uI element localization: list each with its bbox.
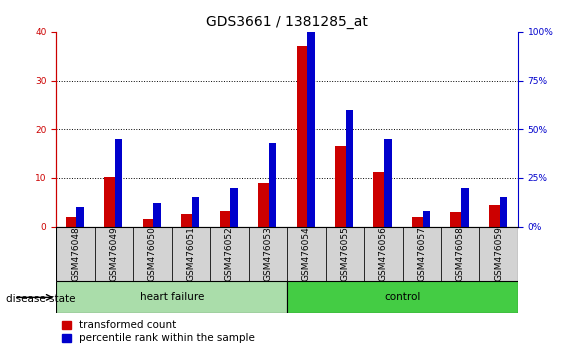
- Bar: [115, 139, 122, 227]
- Text: GSM476048: GSM476048: [71, 227, 80, 281]
- Bar: [192, 198, 199, 227]
- Bar: [441, 227, 480, 281]
- Bar: [153, 203, 161, 227]
- Text: GSM476052: GSM476052: [225, 227, 234, 281]
- Bar: [104, 177, 118, 227]
- Text: GSM476058: GSM476058: [456, 227, 464, 281]
- Bar: [335, 146, 348, 227]
- Text: GSM476057: GSM476057: [417, 227, 426, 281]
- Bar: [133, 227, 172, 281]
- Bar: [66, 217, 79, 227]
- Text: GSM476050: GSM476050: [148, 227, 157, 281]
- Bar: [230, 188, 238, 227]
- Bar: [480, 227, 518, 281]
- Text: GSM476053: GSM476053: [263, 227, 272, 281]
- Text: heart failure: heart failure: [140, 292, 204, 302]
- Text: GSM476049: GSM476049: [110, 227, 118, 281]
- Bar: [325, 227, 364, 281]
- Bar: [287, 281, 518, 313]
- Text: GSM476054: GSM476054: [302, 227, 311, 281]
- Text: GSM476051: GSM476051: [186, 227, 195, 281]
- Bar: [56, 281, 287, 313]
- Bar: [258, 183, 271, 227]
- Bar: [384, 139, 392, 227]
- Bar: [346, 110, 353, 227]
- Bar: [489, 205, 502, 227]
- Bar: [77, 207, 84, 227]
- Bar: [499, 198, 507, 227]
- Text: control: control: [385, 292, 421, 302]
- Text: disease state: disease state: [6, 294, 75, 304]
- Bar: [423, 211, 430, 227]
- Bar: [181, 215, 195, 227]
- Text: GSM476056: GSM476056: [379, 227, 388, 281]
- Text: GSM476055: GSM476055: [341, 227, 349, 281]
- Bar: [287, 227, 325, 281]
- Title: GDS3661 / 1381285_at: GDS3661 / 1381285_at: [206, 16, 368, 29]
- Bar: [210, 227, 249, 281]
- Bar: [307, 32, 315, 227]
- Bar: [269, 143, 276, 227]
- Bar: [56, 227, 95, 281]
- Bar: [461, 188, 468, 227]
- Bar: [249, 227, 287, 281]
- Bar: [297, 46, 310, 227]
- Bar: [373, 172, 387, 227]
- Bar: [142, 219, 156, 227]
- Bar: [364, 227, 403, 281]
- Bar: [450, 212, 464, 227]
- Legend: transformed count, percentile rank within the sample: transformed count, percentile rank withi…: [61, 320, 255, 343]
- Text: GSM476059: GSM476059: [494, 227, 503, 281]
- Bar: [220, 211, 233, 227]
- Bar: [412, 217, 426, 227]
- Bar: [95, 227, 133, 281]
- Bar: [172, 227, 210, 281]
- Bar: [403, 227, 441, 281]
